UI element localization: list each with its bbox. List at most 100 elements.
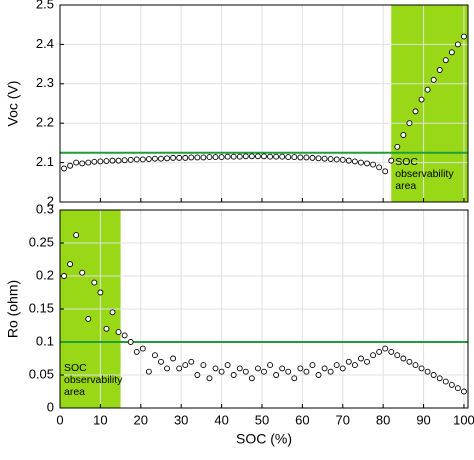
point (315, 372, 322, 378)
point (151, 155, 158, 162)
point (61, 165, 67, 172)
point (321, 365, 328, 372)
point (418, 365, 425, 372)
point (103, 158, 110, 164)
region-label-line: area (64, 386, 85, 398)
y-tick-label: 2.4 (36, 36, 54, 51)
point (303, 368, 310, 375)
point (73, 232, 80, 239)
point (430, 76, 437, 83)
x-tick-label: 10 (93, 412, 107, 427)
point (388, 348, 395, 355)
point (188, 154, 195, 161)
point (194, 372, 201, 378)
x-tick-label: 20 (134, 412, 148, 427)
point (345, 358, 352, 365)
point (436, 67, 443, 73)
point (79, 160, 86, 167)
point (133, 156, 140, 163)
point (382, 168, 389, 175)
point (109, 309, 116, 316)
point (109, 157, 116, 164)
point (376, 164, 383, 171)
point (67, 261, 74, 268)
point (170, 154, 177, 161)
point (127, 156, 134, 163)
point (73, 159, 80, 166)
x-axis-label: SOC (%) (236, 431, 292, 447)
point (212, 154, 219, 161)
x-tick-label: 100 (453, 412, 474, 427)
point (97, 158, 104, 165)
y-tick-label: 2.1 (36, 154, 54, 169)
y-tick-label: 0 (47, 399, 54, 414)
point (182, 362, 189, 369)
point (91, 158, 98, 165)
point (91, 279, 98, 286)
x-tick-label: 80 (376, 412, 390, 427)
point (461, 388, 467, 395)
y-tick-label: 2.2 (36, 115, 54, 130)
x-tick-label: 50 (255, 412, 269, 427)
point (67, 162, 74, 169)
y-tick-label: 0.05 (29, 366, 54, 381)
y-tick-label: 2.3 (36, 75, 54, 90)
point (309, 362, 316, 369)
point (121, 332, 128, 339)
point (236, 365, 243, 372)
point (97, 289, 104, 296)
point (394, 143, 401, 150)
point (254, 153, 261, 160)
point (267, 153, 274, 160)
point (206, 154, 213, 161)
point (303, 154, 310, 161)
point (461, 33, 467, 40)
point (176, 365, 183, 372)
point (315, 155, 322, 162)
point (454, 385, 461, 392)
y-tick-label: 2 (47, 193, 54, 208)
point (115, 157, 122, 164)
point (151, 352, 158, 359)
point (285, 368, 292, 375)
point (382, 345, 389, 352)
point (454, 41, 461, 48)
point (230, 372, 237, 378)
point (218, 154, 225, 161)
point (261, 368, 267, 375)
point (133, 348, 140, 355)
plot-frame (59, 209, 469, 409)
point (254, 365, 261, 372)
point (345, 157, 352, 164)
point (164, 365, 170, 372)
point (430, 372, 437, 378)
y-tick-label: 2.5 (36, 0, 54, 11)
point (242, 368, 249, 375)
point (297, 154, 304, 161)
point (279, 153, 286, 160)
plot-frame (59, 4, 469, 203)
point (139, 156, 146, 163)
region-label-line: SOC (64, 362, 87, 374)
point (339, 156, 346, 163)
point (170, 355, 177, 362)
point (333, 362, 340, 369)
point (364, 160, 370, 167)
point (127, 339, 134, 345)
x-tick-label: 70 (336, 412, 350, 427)
y-tick-label: 0.15 (29, 300, 54, 315)
point (370, 161, 377, 168)
point (400, 132, 407, 138)
point (279, 365, 286, 372)
point (145, 156, 152, 163)
point (406, 120, 413, 127)
point (297, 365, 304, 372)
point (400, 355, 407, 362)
y-tick-label: 0.1 (36, 333, 54, 348)
point (85, 315, 92, 322)
point (206, 375, 213, 382)
point (242, 153, 249, 160)
point (418, 96, 425, 103)
point (358, 159, 364, 166)
point (436, 375, 443, 382)
